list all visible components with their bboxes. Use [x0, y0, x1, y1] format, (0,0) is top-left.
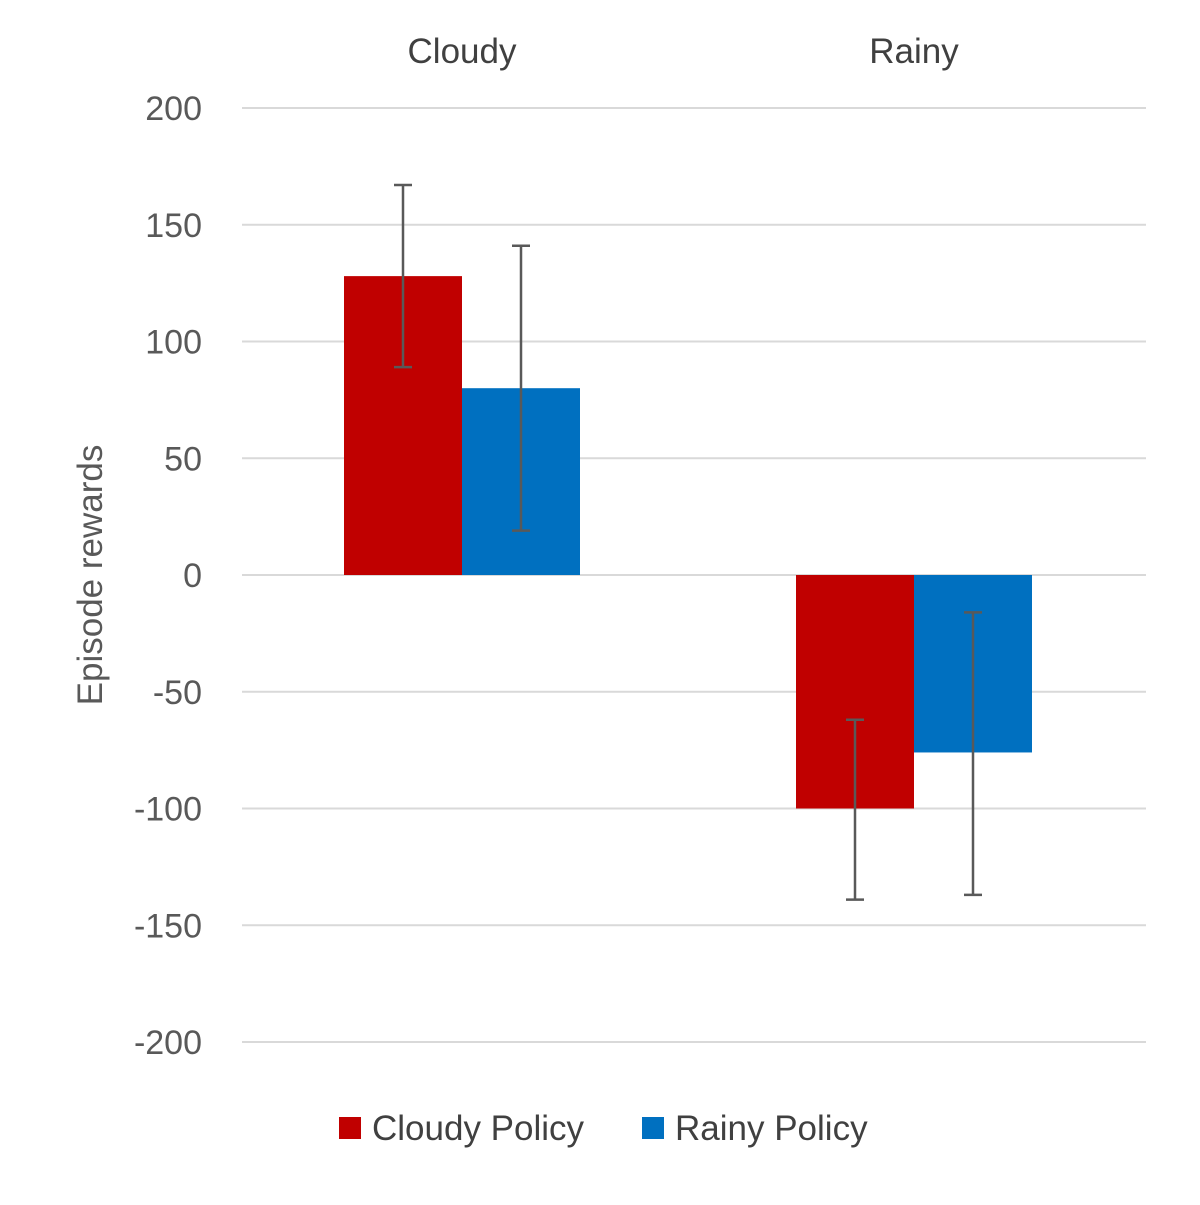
y-axis-title: Episode rewards: [71, 445, 110, 706]
y-tick-label: 200: [145, 90, 202, 128]
y-axis-tick-labels: 200 150 100 50 0 -50 -100 -150 -200: [134, 90, 202, 1062]
error-bar: [512, 244, 530, 532]
y-tick-label: -200: [134, 1024, 202, 1062]
legend-label: Rainy Policy: [675, 1109, 868, 1148]
category-labels: Cloudy Rainy: [408, 32, 960, 71]
error-bars: [394, 183, 982, 901]
error-bar: [964, 611, 982, 897]
legend-swatch: [339, 1117, 361, 1139]
category-label: Rainy: [869, 32, 959, 71]
y-tick-label: 150: [145, 207, 202, 245]
legend-item: Rainy Policy: [642, 1109, 868, 1148]
y-tick-label: -150: [134, 907, 202, 945]
legend-item: Cloudy Policy: [339, 1109, 585, 1148]
error-bar: [846, 718, 864, 901]
y-tick-label: 0: [183, 557, 202, 595]
bars: [344, 276, 1032, 809]
legend-label: Cloudy Policy: [372, 1109, 585, 1148]
y-tick-label: -50: [153, 674, 202, 712]
y-tick-label: -100: [134, 791, 202, 829]
y-tick-label: 50: [164, 440, 202, 478]
legend: Cloudy Policy Rainy Policy: [339, 1109, 868, 1148]
category-label: Cloudy: [408, 32, 517, 71]
error-bar: [394, 183, 412, 369]
y-tick-label: 100: [145, 324, 202, 362]
legend-swatch: [642, 1117, 664, 1139]
